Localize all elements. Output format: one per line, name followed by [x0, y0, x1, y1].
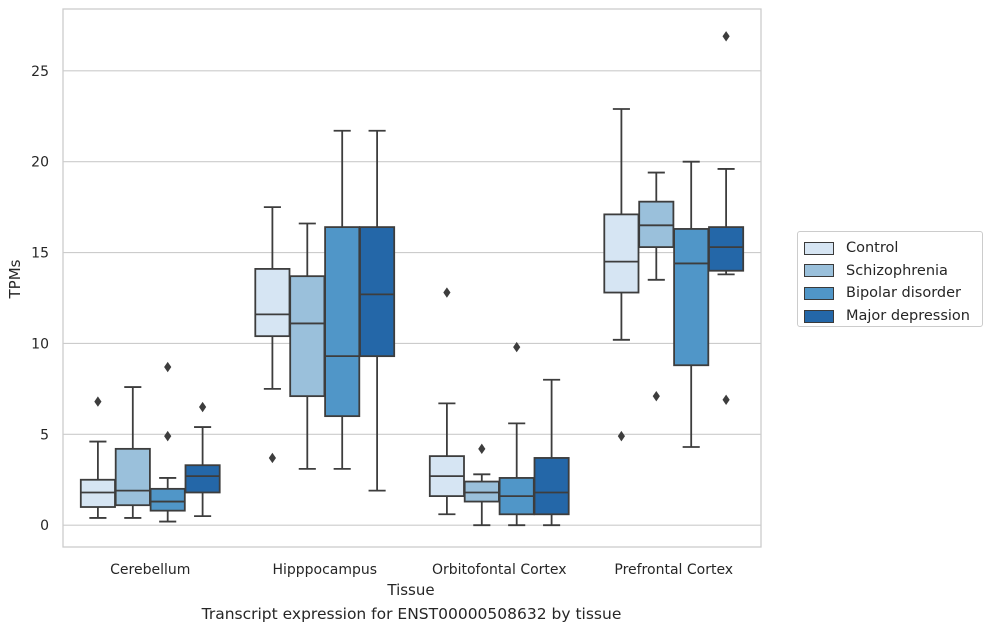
box [708, 226, 745, 272]
y-axis-label: TPMs [6, 259, 24, 299]
legend-label: Bipolar disorder [846, 285, 961, 302]
outlier-point [268, 452, 276, 464]
legend-item: Bipolar disorder [804, 282, 982, 305]
outlier-point [478, 443, 486, 455]
box [114, 447, 151, 507]
y-tick-label: 10 [31, 336, 49, 352]
gridlines [63, 70, 761, 526]
box [463, 480, 500, 503]
x-axis-ticks: Cerebellum Hipppocampus Orbitofontal Corte… [110, 562, 733, 578]
outlier-point [722, 31, 730, 42]
box [184, 464, 221, 494]
box [79, 478, 116, 508]
box [673, 228, 710, 367]
legend-item: Major depression [804, 305, 982, 328]
box [603, 213, 640, 294]
outlier-point [513, 341, 521, 353]
box-series [79, 31, 745, 527]
x-axis-label: Tissue [386, 581, 434, 599]
legend-item: Control [804, 237, 982, 260]
legend-swatch [804, 264, 834, 278]
series-bipolar-disorder [149, 129, 710, 527]
chart-caption: Transcript expression for ENST0000050863… [201, 605, 622, 623]
legend-label: Major depression [846, 308, 970, 325]
box [254, 268, 291, 338]
outlier-point [199, 401, 207, 413]
series-major-depression [184, 31, 745, 527]
box [533, 457, 570, 516]
series-schizophrenia [114, 171, 675, 527]
outlier-point [652, 390, 660, 402]
box [289, 275, 326, 398]
y-tick-label: 15 [31, 246, 49, 262]
outlier-point [164, 361, 172, 373]
legend-label: Schizophrenia [846, 262, 948, 279]
y-tick-label: 20 [31, 155, 49, 171]
x-tick-label: Prefrontal Cortex [614, 562, 733, 578]
outlier-point [94, 396, 102, 407]
x-tick-label: Hipppocampus [272, 562, 377, 578]
x-tick-label: Orbitofontal Cortex [432, 562, 567, 578]
legend-item: Schizophrenia [804, 260, 982, 283]
box [149, 487, 186, 512]
legend-swatch [804, 286, 834, 300]
legend-swatch [804, 241, 834, 255]
y-tick-label: 0 [40, 518, 49, 534]
outlier-point [722, 394, 730, 405]
box [324, 226, 361, 418]
outlier-point [617, 430, 625, 442]
y-tick-label: 25 [31, 64, 49, 80]
x-tick-label: Cerebellum [110, 562, 190, 578]
legend-swatch [804, 309, 834, 323]
outlier-point [443, 287, 451, 298]
box [359, 226, 396, 358]
plot-frame [62, 8, 762, 548]
y-axis-ticks: 0 5 10 15 20 25 [31, 64, 49, 534]
legend-label: Control [846, 240, 899, 257]
legend: Control Schizophrenia Bipolar disorder Majo… [797, 231, 983, 327]
outlier-point [164, 430, 172, 442]
y-tick-label: 5 [40, 427, 49, 443]
box [638, 200, 675, 249]
